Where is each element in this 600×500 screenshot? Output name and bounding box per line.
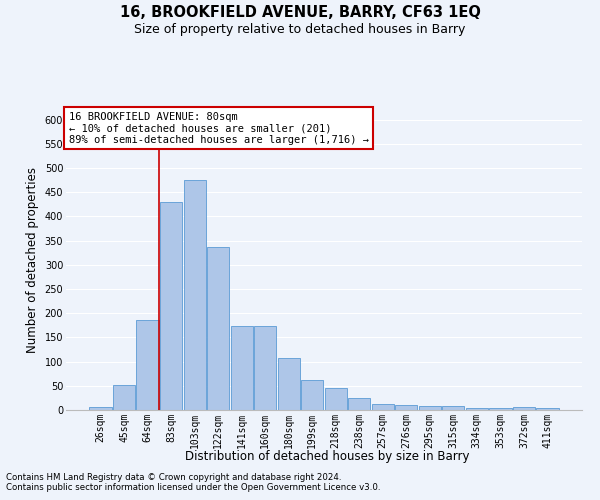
Bar — [419, 406, 441, 410]
Bar — [254, 326, 277, 410]
Text: Contains public sector information licensed under the Open Government Licence v3: Contains public sector information licen… — [6, 484, 380, 492]
Bar — [371, 404, 394, 410]
Bar — [160, 202, 182, 410]
Bar — [489, 408, 512, 410]
Bar — [278, 358, 300, 410]
Text: Contains HM Land Registry data © Crown copyright and database right 2024.: Contains HM Land Registry data © Crown c… — [6, 474, 341, 482]
Y-axis label: Number of detached properties: Number of detached properties — [26, 167, 39, 353]
Bar — [207, 247, 229, 410]
Text: 16, BROOKFIELD AVENUE, BARRY, CF63 1EQ: 16, BROOKFIELD AVENUE, BARRY, CF63 1EQ — [119, 5, 481, 20]
Bar — [348, 398, 370, 410]
Text: 16 BROOKFIELD AVENUE: 80sqm
← 10% of detached houses are smaller (201)
89% of se: 16 BROOKFIELD AVENUE: 80sqm ← 10% of det… — [68, 112, 368, 144]
Text: Size of property relative to detached houses in Barry: Size of property relative to detached ho… — [134, 22, 466, 36]
Bar — [301, 380, 323, 410]
Bar — [113, 386, 136, 410]
Bar — [536, 408, 559, 410]
Text: Distribution of detached houses by size in Barry: Distribution of detached houses by size … — [185, 450, 469, 463]
Bar — [395, 405, 418, 410]
Bar — [325, 388, 347, 410]
Bar — [184, 180, 206, 410]
Bar — [136, 320, 159, 410]
Bar — [512, 406, 535, 410]
Bar — [442, 406, 464, 410]
Bar — [466, 408, 488, 410]
Bar — [89, 406, 112, 410]
Bar — [230, 326, 253, 410]
